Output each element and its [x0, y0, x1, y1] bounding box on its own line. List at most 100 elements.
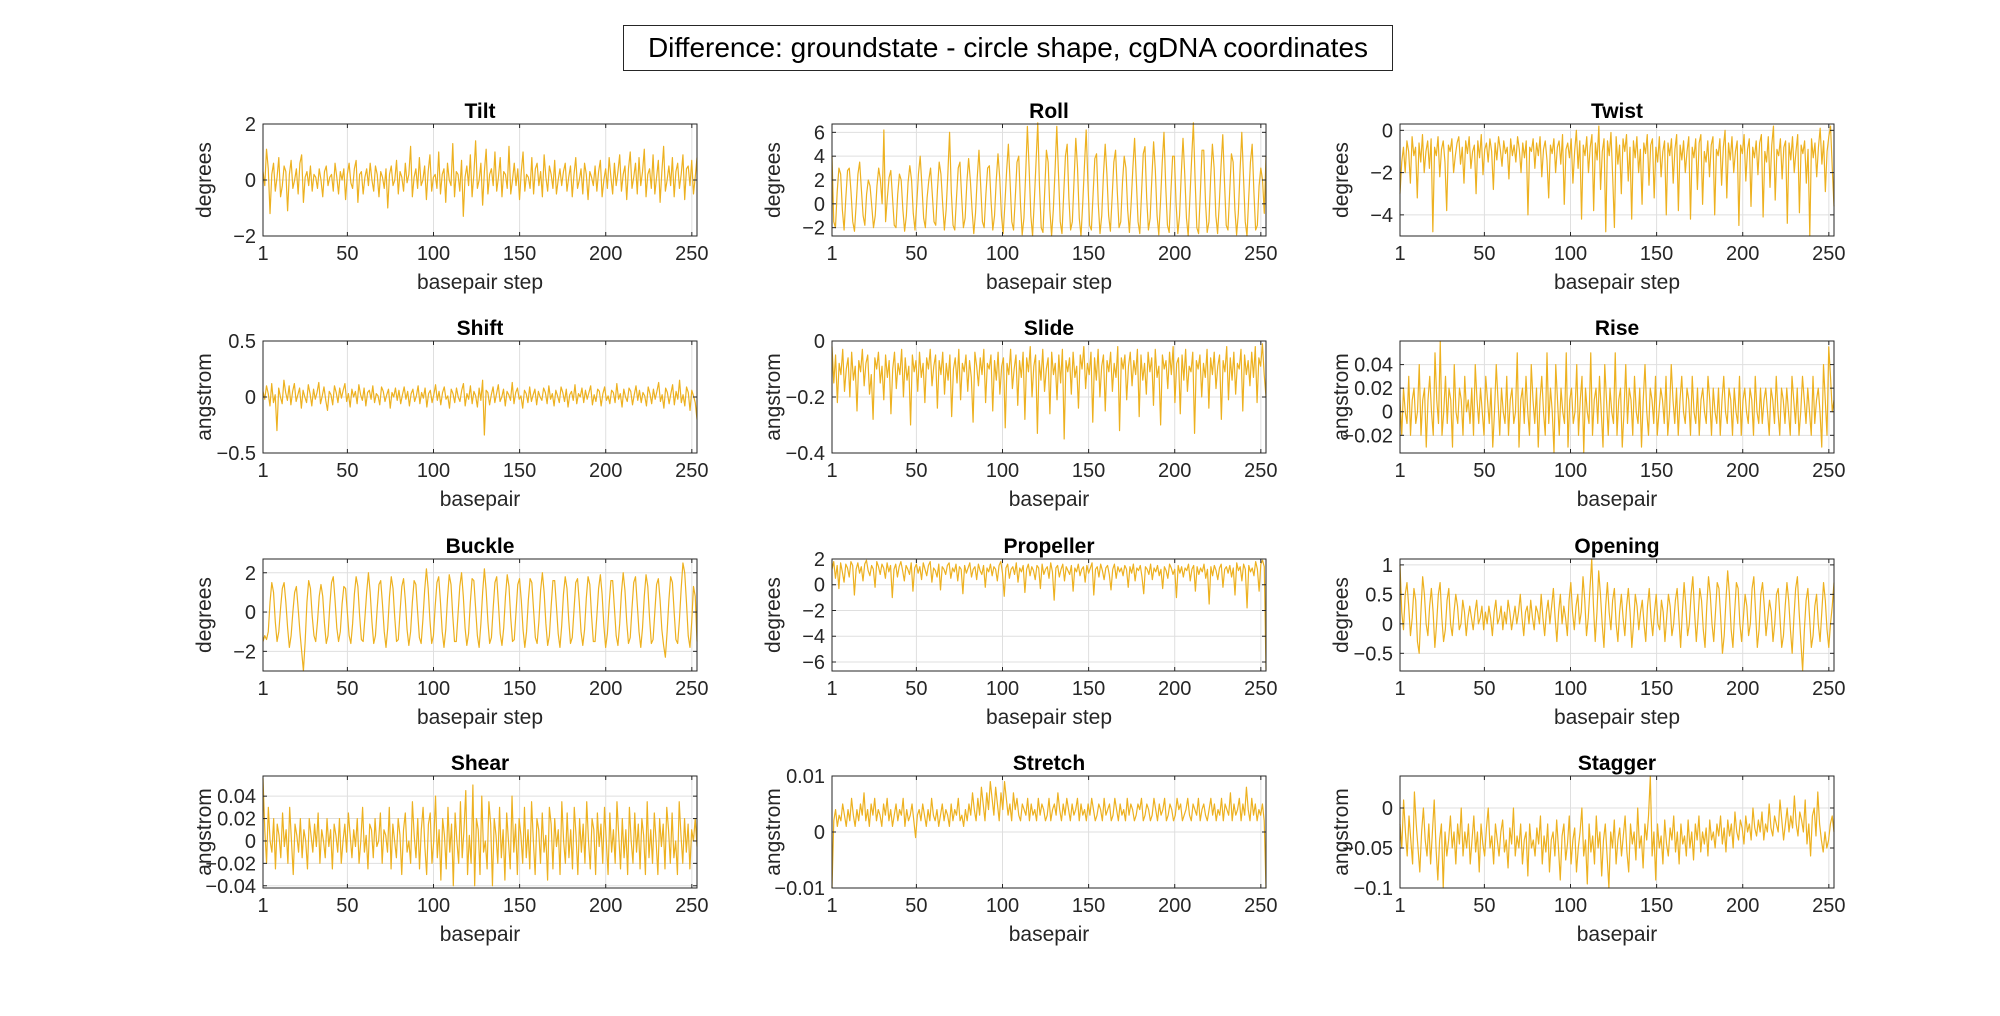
series-line — [1399, 340, 1835, 454]
plot-area — [1400, 559, 1834, 671]
y-tick-label: −4 — [1370, 205, 1393, 227]
x-tick-label: 200 — [589, 460, 622, 482]
y-tick-label: −4 — [802, 626, 825, 648]
x-tick-label: 150 — [1072, 678, 1105, 700]
y-axis-label: angstrom — [1330, 353, 1353, 441]
x-tick-label: 200 — [1726, 678, 1759, 700]
y-tick-label: 0.02 — [1354, 378, 1393, 400]
series-line — [831, 559, 1267, 670]
series-line — [831, 122, 1267, 237]
x-tick-label: 1 — [826, 678, 837, 700]
x-tick-label: 1 — [1394, 895, 1405, 917]
x-tick-label: 100 — [1554, 678, 1587, 700]
subplot-shear: 1 50 100 150 200 250−0.04−0.0200.020.04Shearb… — [193, 752, 709, 946]
x-tick-label: 50 — [905, 243, 927, 265]
subplot-title: Buckle — [446, 535, 515, 558]
x-tick-label: 50 — [905, 460, 927, 482]
x-tick-label: 100 — [1554, 895, 1587, 917]
x-tick-label: 1 — [826, 460, 837, 482]
x-axis-label: basepair step — [986, 706, 1112, 729]
x-tick-label: 100 — [417, 678, 450, 700]
x-tick-label: 150 — [503, 243, 536, 265]
x-tick-label: 150 — [1072, 460, 1105, 482]
x-tick-label: 1 — [1394, 243, 1405, 265]
subplot-shift: 1 50 100 150 200 250−0.500.5Shiftbasepairangs… — [193, 317, 709, 511]
x-tick-label: 250 — [1244, 678, 1277, 700]
series-line — [262, 778, 698, 887]
y-tick-label: 0 — [245, 387, 256, 409]
x-tick-label: 50 — [336, 243, 358, 265]
series-line — [262, 140, 698, 217]
y-axis-label: angstrom — [1330, 788, 1353, 876]
x-axis-label: basepair — [1009, 923, 1090, 946]
y-tick-label: 4 — [814, 146, 825, 168]
x-tick-label: 1 — [1394, 678, 1405, 700]
x-tick-label: 50 — [905, 678, 927, 700]
subplot-title: Stretch — [1013, 752, 1085, 775]
y-tick-label: 0 — [814, 194, 825, 216]
x-tick-label: 1 — [826, 895, 837, 917]
y-tick-label: 1 — [1382, 555, 1393, 577]
subplot-title: Stagger — [1578, 752, 1656, 775]
x-tick-label: 250 — [675, 678, 708, 700]
series-line — [831, 343, 1267, 440]
x-axis-label: basepair step — [986, 271, 1112, 294]
y-tick-label: −0.5 — [217, 443, 256, 465]
x-tick-label: 250 — [1244, 460, 1277, 482]
x-axis-label: basepair — [1009, 488, 1090, 511]
subplot-title: Tilt — [464, 100, 495, 123]
x-tick-label: 250 — [675, 460, 708, 482]
subplot-title: Slide — [1024, 317, 1074, 340]
y-axis-label: angstrom — [193, 353, 216, 441]
series-line — [1399, 775, 1835, 889]
y-tick-label: 0 — [245, 170, 256, 192]
x-axis-label: basepair — [1577, 488, 1658, 511]
x-tick-label: 100 — [1554, 460, 1587, 482]
x-axis-label: basepair step — [417, 271, 543, 294]
y-axis-label: degrees — [193, 577, 216, 653]
x-tick-label: 50 — [1473, 678, 1495, 700]
subplot-stagger: 1 50 100 150 200 250−0.1−0.050Staggerbasepair… — [1330, 752, 1846, 946]
y-tick-label: −2 — [802, 218, 825, 240]
y-tick-label: −0.4 — [786, 443, 825, 465]
y-tick-label: 6 — [814, 122, 825, 144]
y-tick-label: −0.02 — [1342, 425, 1393, 447]
y-axis-label: degrees — [193, 142, 216, 218]
x-tick-label: 100 — [417, 460, 450, 482]
series-line — [262, 379, 698, 436]
y-tick-label: 0 — [1382, 614, 1393, 636]
x-axis-label: basepair — [440, 488, 521, 511]
x-tick-label: 100 — [986, 895, 1019, 917]
series-line — [1399, 558, 1835, 672]
y-tick-label: 2 — [814, 549, 825, 571]
x-tick-label: 1 — [257, 460, 268, 482]
y-axis-label: angstrom — [193, 788, 216, 876]
subplot-title: Propeller — [1003, 535, 1094, 558]
subplot-title: Rise — [1595, 317, 1639, 340]
y-tick-label: −0.1 — [1354, 878, 1393, 900]
plot-area — [263, 559, 697, 671]
y-tick-label: 0.01 — [786, 766, 825, 788]
x-tick-label: 250 — [675, 243, 708, 265]
axes-box — [1399, 558, 1835, 672]
subplot-propeller: 1 50 100 150 200 250−6−4−202Propellerbasepair… — [762, 535, 1278, 729]
x-tick-label: 100 — [986, 243, 1019, 265]
x-tick-label: 250 — [1812, 895, 1845, 917]
y-tick-label: 0 — [1382, 120, 1393, 142]
y-tick-label: −2 — [233, 226, 256, 248]
x-tick-label: 150 — [503, 678, 536, 700]
x-tick-label: 150 — [503, 460, 536, 482]
axes-box — [1399, 775, 1835, 889]
x-axis-label: basepair step — [417, 706, 543, 729]
y-tick-label: −2 — [1370, 163, 1393, 185]
x-tick-label: 1 — [257, 895, 268, 917]
x-tick-label: 100 — [417, 895, 450, 917]
x-tick-label: 200 — [1726, 460, 1759, 482]
y-tick-label: 0.04 — [1354, 355, 1393, 377]
